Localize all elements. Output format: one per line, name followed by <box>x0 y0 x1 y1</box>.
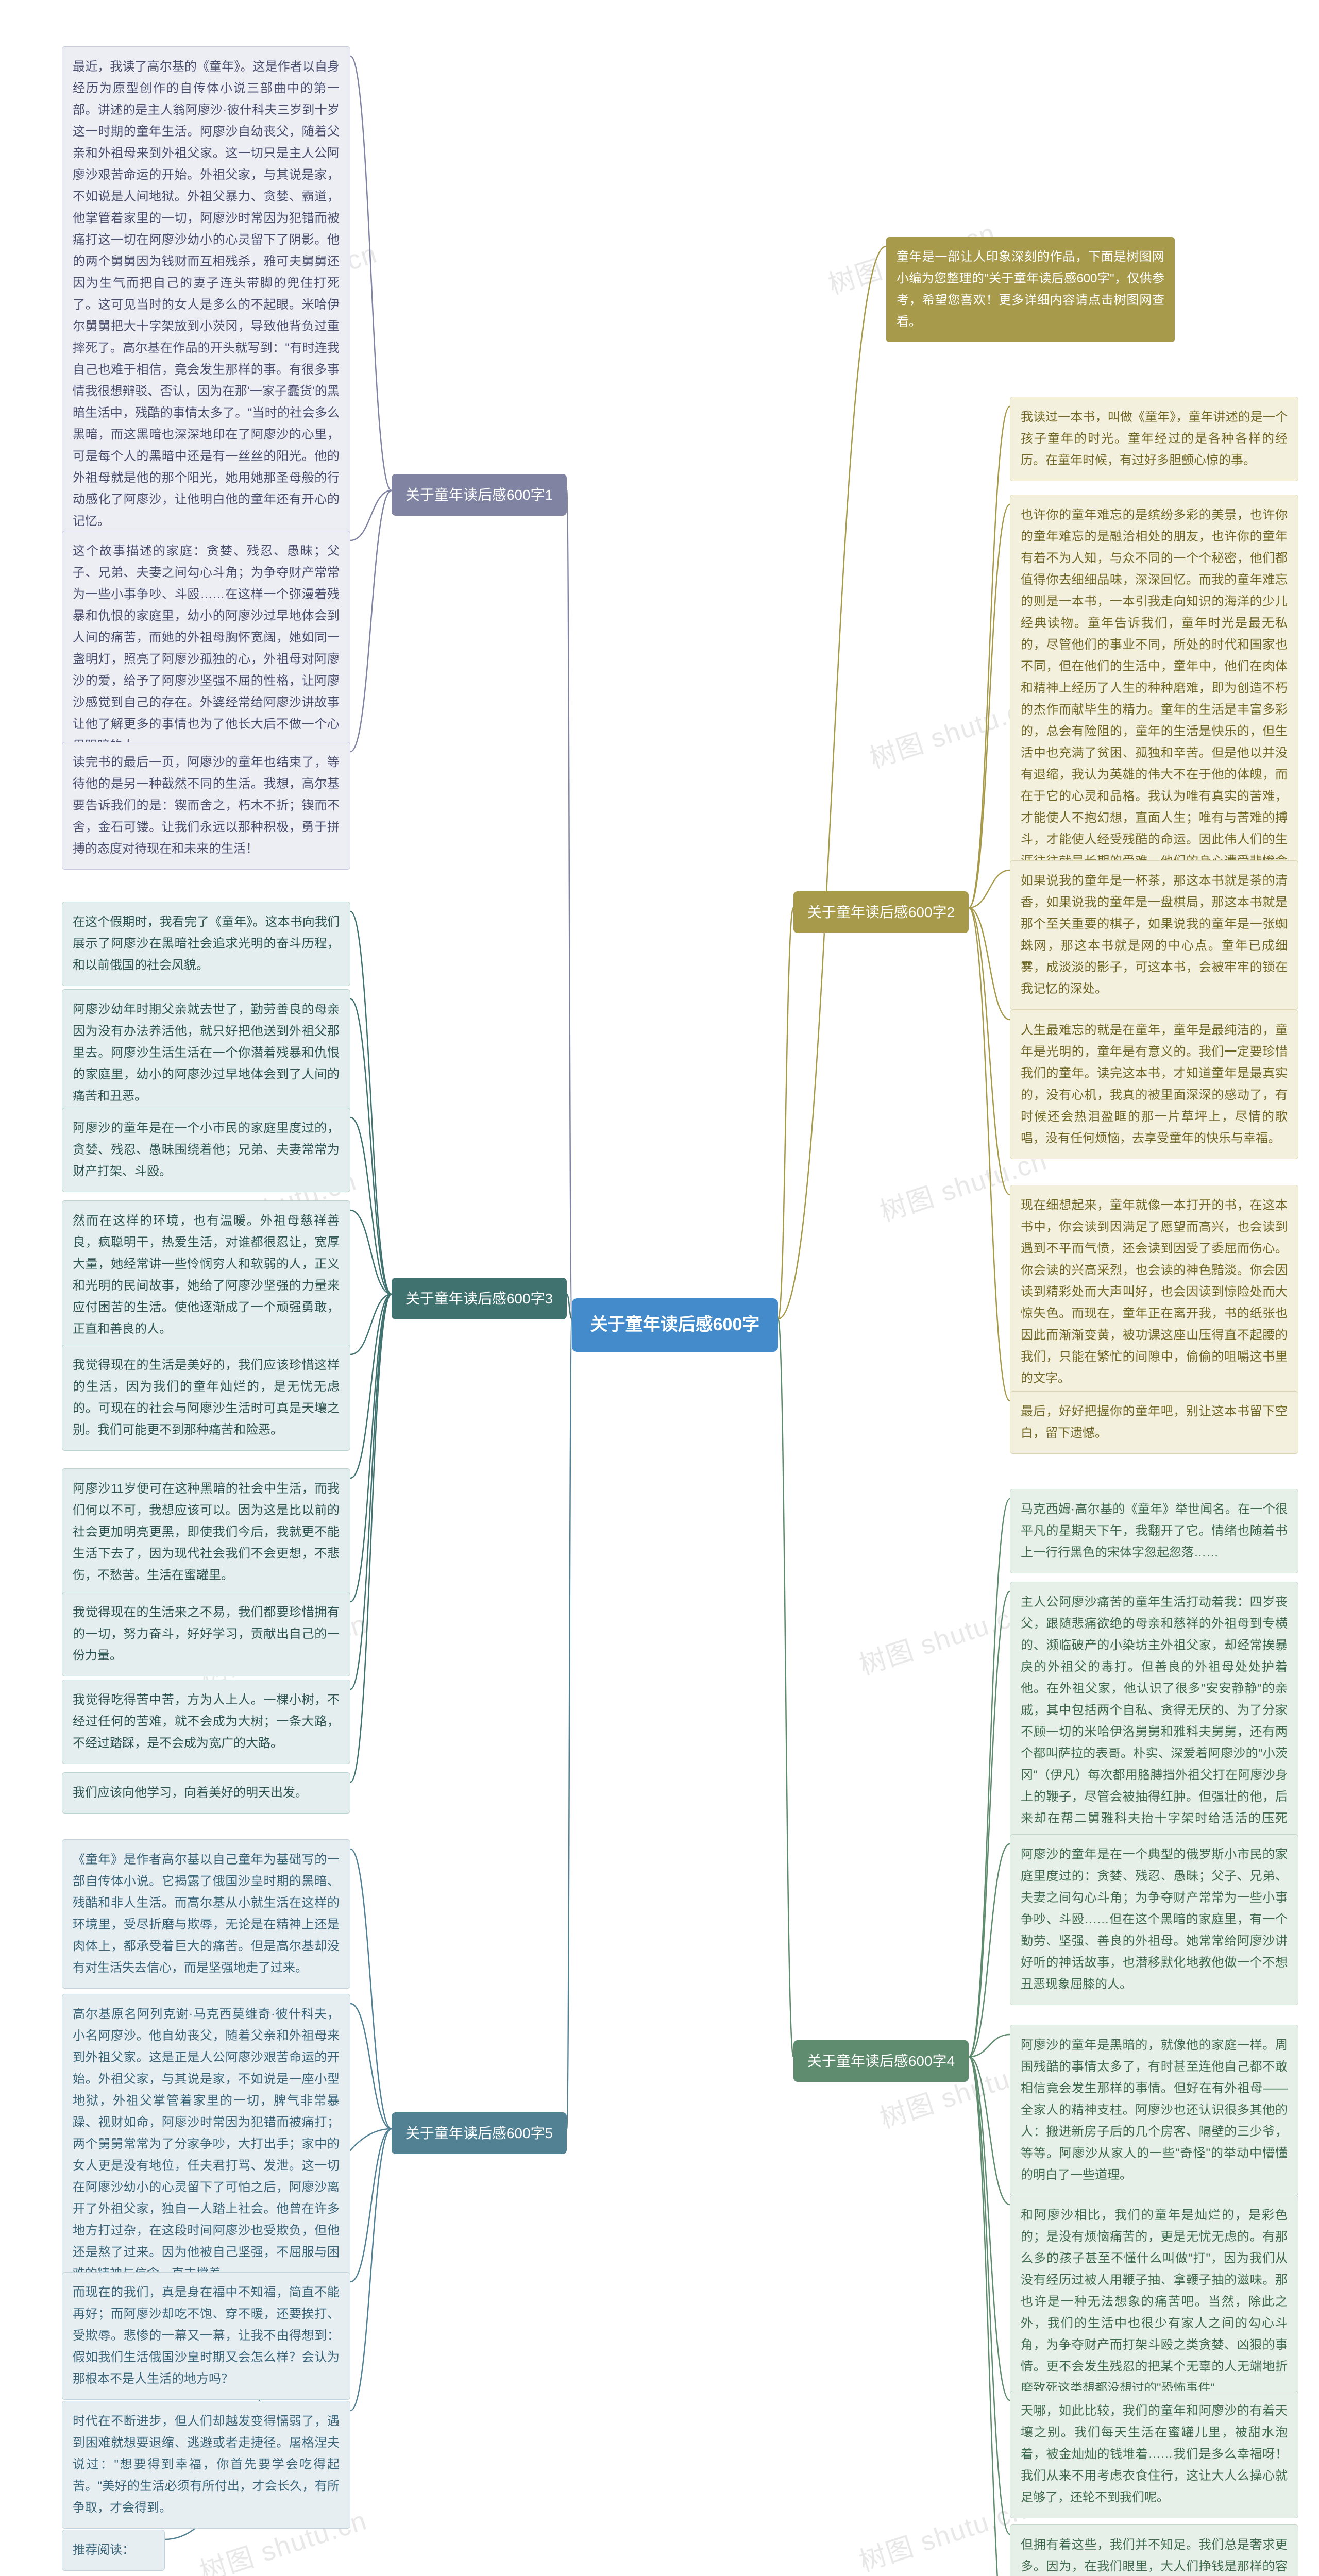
leaf-node: 童年是一部让人印象深刻的作品，下面是树图网小编为您整理的"关于童年读后感600字… <box>886 237 1175 342</box>
branch-node-b2: 关于童年读后感600字2 <box>793 891 969 933</box>
leaf-node: 我们应该向他学习，向着美好的明天出发。 <box>62 1772 350 1814</box>
leaf-node: 这个故事描述的家庭：贪婪、残忍、愚昧；父子、兄弟、夫妻之间勾心斗角；为争夺财产常… <box>62 531 350 767</box>
branch-node-b1: 关于童年读后感600字1 <box>392 474 567 516</box>
leaf-node: 而现在的我们，真是身在福中不知福，简直不能再好；而阿廖沙却吃不饱、穿不暖，还要挨… <box>62 2272 350 2400</box>
branch-node-b5: 关于童年读后感600字5 <box>392 2112 567 2154</box>
leaf-node: 但拥有着这些，我们并不知足。我们总是奢求更多。因为，在我们眼里，大人们挣钱是那样… <box>1010 2524 1298 2576</box>
watermark: 树图 shutu.cn <box>854 1592 1031 1682</box>
leaf-node: 我读过一本书，叫做《童年》，童年讲述的是一个孩子童年的时光。童年经过的是各种各样… <box>1010 397 1298 481</box>
leaf-node: 人生最难忘的就是在童年，童年是最纯洁的，童年是光明的，童年是有意义的。我们一定要… <box>1010 1010 1298 1159</box>
center-node: 关于童年读后感600字 <box>572 1298 778 1352</box>
leaf-node: 阿廖沙幼年时期父亲就去世了，勤劳善良的母亲因为没有办法养活他，就只好把他送到外祖… <box>62 989 350 1117</box>
watermark: 树图 shutu.cn <box>854 2488 1031 2576</box>
leaf-node: 然而在这样的环境，也有温暖。外祖母慈祥善良，疯聪明干，热爱生活，对谁都很忍让，宽… <box>62 1200 350 1350</box>
leaf-node: 阿廖沙11岁便可在这种黑暗的社会中生活，而我们何以不可，我想应该可以。因为这是比… <box>62 1468 350 1596</box>
leaf-node: 读完书的最后一页，阿廖沙的童年也结束了，等待他的是另一种截然不同的生活。我想，高… <box>62 742 350 870</box>
leaf-node: 我觉得现在的生活是美好的，我们应该珍惜这样的生活，因为我们的童年灿烂的，是无忧无… <box>62 1345 350 1451</box>
branch-node-b4: 关于童年读后感600字4 <box>793 2040 969 2082</box>
leaf-node: 推荐阅读： <box>62 2530 165 2571</box>
leaf-node: 时代在不断进步，但人们却越发变得懦弱了，遇到困难就想要退缩、逃避或者走捷径。屠格… <box>62 2401 350 2529</box>
leaf-node: 阿廖沙的童年是在一个小市民的家庭里度过的，贪婪、残忍、愚昧围绕着他；兄弟、夫妻常… <box>62 1108 350 1192</box>
leaf-node: 《童年》是作者高尔基以自己童年为基础写的一部自传体小说。它揭露了俄国沙皇时期的黑… <box>62 1839 350 1989</box>
leaf-node: 阿廖沙的童年是在一个典型的俄罗斯小市民的家庭里度过的：贪婪、残忍、愚昧；父子、兄… <box>1010 1834 1298 2005</box>
leaf-node: 主人公阿廖沙痛苦的童年生活打动着我：四岁丧父，跟随悲痛欲绝的母亲和慈祥的外祖母到… <box>1010 1582 1298 1861</box>
branch-node-b3: 关于童年读后感600字3 <box>392 1278 567 1319</box>
leaf-node: 和阿廖沙相比，我们的童年是灿烂的，是彩色的；是没有烦恼痛苦的，更是无忧无虑的。有… <box>1010 2195 1298 2409</box>
leaf-node: 也许你的童年难忘的是缤纷多彩的美景，也许你的童年难忘的是融洽相处的朋友，也许你的… <box>1010 495 1298 904</box>
leaf-node: 我觉得现在的生活来之不易，我们都要珍惜拥有的一切，努力奋斗，好好学习，贡献出自己… <box>62 1592 350 1676</box>
leaf-node: 现在细想起来，童年就像一本打开的书，在这本书中，你会读到因满足了愿望而高兴，也会… <box>1010 1185 1298 1399</box>
leaf-node: 最近，我读了高尔基的《童年》。这是作者以自身经历为原型创作的自传体小说三部曲中的… <box>62 46 350 542</box>
leaf-node: 阿廖沙的童年是黑暗的，就像他的家庭一样。周围残酷的事情太多了，有时甚至连他自己都… <box>1010 2025 1298 2196</box>
leaf-node: 在这个假期时，我看完了《童年》。这本书向我们展示了阿廖沙在黑暗社会追求光明的奋斗… <box>62 902 350 986</box>
leaf-node: 马克西姆·高尔基的《童年》举世闻名。在一个很平凡的星期天下午，我翻开了它。情绪也… <box>1010 1489 1298 1573</box>
leaf-node: 如果说我的童年是一杯茶，那这本书就是茶的清香，如果说我的童年是一盘棋局，那这本书… <box>1010 860 1298 1010</box>
leaf-node: 我觉得吃得苦中苦，方为人上人。一棵小树，不经过任何的苦难，就不会成为大树；一条大… <box>62 1680 350 1764</box>
leaf-node: 高尔基原名阿列克谢·马克西莫维奇·彼什科夫，小名阿廖沙。他自幼丧父，随着父亲和外… <box>62 1994 350 2295</box>
leaf-node: 最后，好好把握你的童年吧，别让这本书留下空白，留下遗憾。 <box>1010 1391 1298 1454</box>
leaf-node: 天哪，如此比较，我们的童年和阿廖沙的有着天壤之别。我们每天生活在蜜罐儿里，被甜水… <box>1010 2391 1298 2518</box>
